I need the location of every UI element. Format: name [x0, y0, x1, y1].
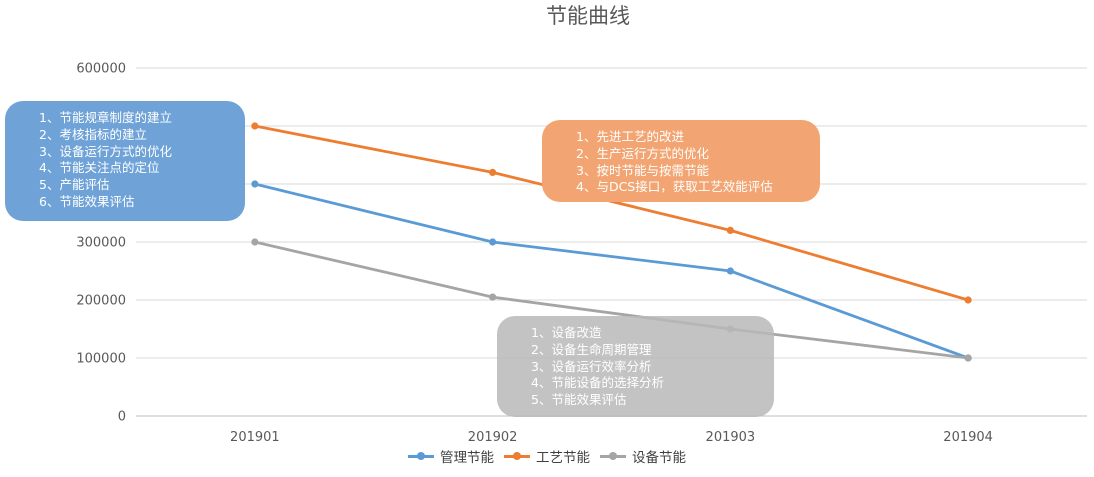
chart-legend: 管理节能 工艺节能 设备节能	[0, 446, 1094, 466]
annotation-line: 5、产能评估	[39, 177, 110, 193]
y-axis-ticks: 0 100000 200000 300000 600000	[76, 62, 126, 425]
series-line	[253, 240, 970, 360]
annotation-line: 2、生产运行方式的优化	[576, 145, 709, 161]
data-point	[964, 354, 972, 362]
series-line	[253, 182, 970, 360]
data-point	[251, 122, 259, 130]
x-tick-label: 201904	[943, 430, 993, 445]
data-point	[726, 267, 734, 275]
legend-label: 设备节能	[632, 450, 686, 466]
legend-label: 管理节能	[440, 450, 494, 466]
legend-line-marker-icon	[504, 451, 530, 461]
annotation-line: 3、设备运行效率分析	[531, 358, 652, 374]
x-tick-label: 201901	[230, 430, 280, 445]
annotation-line: 4、节能关注点的定位	[39, 160, 160, 176]
annotation-line: 5、节能效果评估	[531, 392, 627, 408]
annotation-line: 4、与DCS接口，获取工艺效能评估	[576, 179, 773, 195]
y-tick-label: 300000	[76, 236, 126, 251]
annotation-line: 1、设备改造	[531, 325, 602, 340]
data-point	[251, 180, 259, 188]
data-point	[489, 293, 497, 301]
data-point	[964, 296, 972, 304]
annotation-process: 1、先进工艺的改进 2、生产运行方式的优化 3、按时节能与按需节能 4、与DCS…	[542, 120, 820, 202]
annotation-line: 2、考核指标的建立	[39, 126, 147, 142]
y-tick-label: 200000	[76, 294, 126, 309]
x-axis-ticks: 201901 201902 201903 201904	[230, 430, 993, 445]
annotation-management: 1、节能规章制度的建立 2、考核指标的建立 3、设备运行方式的优化 4、节能关注…	[5, 101, 245, 221]
data-point	[251, 238, 259, 246]
annotation-line: 3、按时节能与按需节能	[576, 162, 709, 178]
x-tick-label: 201902	[468, 430, 518, 445]
annotation-line: 2、设备生命周期管理	[531, 341, 652, 357]
legend-item-equipment[interactable]: 设备节能	[600, 446, 686, 466]
data-point	[726, 226, 734, 234]
chart-title: 节能曲线	[546, 4, 630, 28]
annotation-line: 6、节能效果评估	[39, 193, 135, 209]
data-point	[489, 168, 497, 176]
y-tick-label: 0	[118, 410, 126, 425]
x-tick-label: 201903	[706, 430, 756, 445]
legend-line-marker-icon	[408, 451, 434, 461]
annotation-line: 3、设备运行方式的优化	[39, 143, 172, 159]
legend-item-management[interactable]: 管理节能	[408, 446, 494, 466]
annotation-line: 1、节能规章制度的建立	[39, 110, 172, 125]
legend-line-marker-icon	[600, 451, 626, 461]
legend-item-process[interactable]: 工艺节能	[504, 446, 590, 466]
legend-label: 工艺节能	[536, 450, 590, 466]
y-tick-label: 600000	[76, 62, 126, 77]
series-lines	[251, 122, 972, 362]
y-tick-label: 100000	[76, 352, 126, 367]
annotation-line: 4、节能设备的选择分析	[531, 375, 664, 391]
data-point	[489, 238, 497, 246]
annotation-line: 1、先进工艺的改进	[576, 129, 684, 144]
annotation-equipment: 1、设备改造 2、设备生命周期管理 3、设备运行效率分析 4、节能设备的选择分析…	[497, 316, 774, 417]
